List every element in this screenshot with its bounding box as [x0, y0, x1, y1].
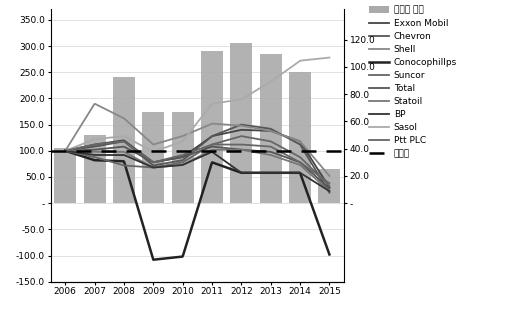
- Bar: [200, 51, 223, 203]
- Bar: [83, 135, 106, 203]
- Bar: [230, 44, 252, 203]
- Bar: [171, 111, 193, 203]
- Bar: [54, 148, 76, 203]
- Bar: [288, 72, 311, 203]
- Bar: [318, 169, 340, 203]
- Bar: [142, 111, 164, 203]
- Bar: [113, 77, 135, 203]
- Legend: 두바이 유가, Exxon Mobil, Chevron, Shell, Conocophillps, Suncor, Total, Statoil, BP, : 두바이 유가, Exxon Mobil, Chevron, Shell, Con…: [367, 4, 458, 160]
- Bar: [259, 54, 281, 203]
